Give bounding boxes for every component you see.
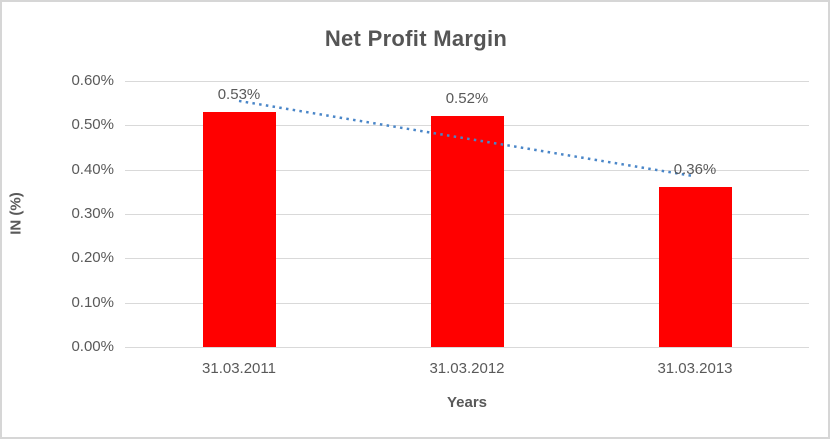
gridline: [125, 347, 809, 348]
data-label: 0.53%: [217, 86, 261, 104]
x-tick-label: 31.03.2013: [657, 360, 733, 377]
y-tick-label: 0.60%: [71, 72, 114, 89]
y-tick-label: 0.20%: [71, 249, 114, 267]
y-tick-label: 0.10%: [71, 293, 114, 311]
x-tick-label: 31.03.2012: [429, 360, 505, 377]
plot-area: [125, 81, 809, 348]
x-tick-label: 31.03.2011: [202, 360, 276, 377]
trendline: [238, 99, 696, 178]
data-label: 0.36%: [673, 161, 717, 179]
y-axis-title: IN (%): [7, 192, 25, 235]
bar: [202, 112, 276, 347]
x-axis-title: Years: [446, 394, 488, 411]
y-tick-label: 0.40%: [71, 160, 114, 178]
gridline: [125, 81, 809, 82]
y-tick-label: 0.50%: [71, 116, 114, 134]
y-tick-label: 0.30%: [71, 205, 114, 222]
chart-title: Net Profit Margin: [324, 26, 508, 51]
data-label: 0.52%: [445, 90, 489, 108]
y-tick-label: 0.00%: [71, 338, 114, 355]
bar: [658, 187, 732, 347]
bar: [430, 116, 504, 347]
